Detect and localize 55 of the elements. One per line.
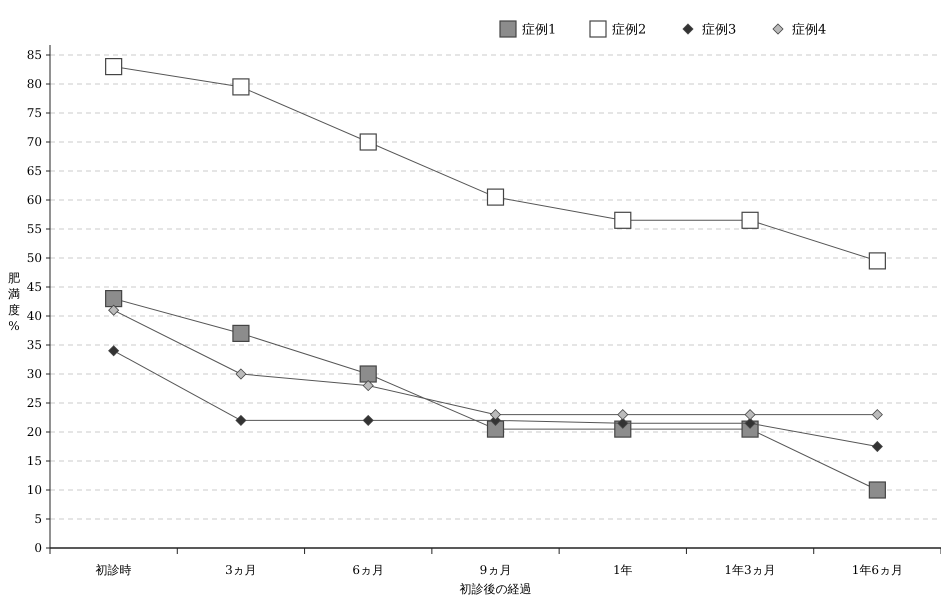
y-tick-label: 15 — [26, 454, 42, 468]
point — [108, 345, 120, 356]
point — [232, 324, 250, 342]
legend-label: 症例4 — [792, 22, 826, 38]
legend-label: 症例1 — [522, 22, 556, 38]
y-tick-label: 45 — [26, 280, 42, 294]
point — [741, 212, 759, 229]
x-tick-label: 3ヵ月 — [225, 563, 257, 577]
point — [744, 409, 756, 420]
point — [236, 368, 246, 380]
y-tick-label: 75 — [26, 106, 42, 120]
point — [105, 58, 122, 76]
y-tick-label: 70 — [26, 135, 42, 150]
y-axis-title: 肥満度% — [8, 271, 20, 333]
y-tick-label: 80 — [26, 77, 42, 92]
point — [360, 133, 377, 151]
point — [105, 290, 122, 308]
point — [232, 78, 250, 96]
point — [236, 415, 246, 426]
y-tick-label: 10 — [26, 483, 42, 498]
y-tick-label: 65 — [26, 164, 42, 178]
legend-label: 症例2 — [612, 22, 646, 38]
y-tick-label: 5 — [34, 512, 42, 526]
point — [490, 409, 501, 420]
point — [868, 481, 886, 499]
point — [744, 418, 756, 429]
point — [362, 380, 374, 391]
point — [362, 415, 374, 426]
point — [614, 212, 632, 229]
y-tick-label: 30 — [26, 367, 42, 382]
x-tick-label: 6ヵ月 — [352, 563, 384, 577]
y-tick-label: 60 — [26, 193, 42, 208]
point — [617, 409, 628, 420]
y-tick-label: 85 — [26, 48, 42, 62]
y-tick-label: 0 — [34, 541, 42, 556]
point — [617, 418, 628, 429]
point — [868, 252, 886, 270]
x-tick-label: 9ヵ月 — [480, 563, 512, 577]
y-tick-label: 20 — [26, 425, 42, 440]
point — [360, 365, 377, 383]
legend-label: 症例3 — [702, 22, 736, 38]
y-tick-label: 25 — [26, 396, 42, 410]
y-tick-label: 50 — [26, 251, 42, 266]
x-axis-title: 初診後の経過 — [460, 582, 532, 596]
point — [108, 304, 120, 316]
x-tick-label: 1年3ヵ月 — [724, 563, 776, 577]
point — [872, 409, 883, 420]
x-tick-label: 1年6ヵ月 — [852, 563, 903, 577]
y-tick-label: 40 — [26, 309, 42, 324]
point — [486, 188, 504, 206]
x-tick-label: 初診時 — [96, 563, 132, 577]
x-tick-label: 1年 — [612, 563, 633, 577]
y-tick-label: 55 — [26, 222, 42, 236]
point — [872, 441, 883, 452]
y-tick-label: 35 — [26, 338, 42, 352]
